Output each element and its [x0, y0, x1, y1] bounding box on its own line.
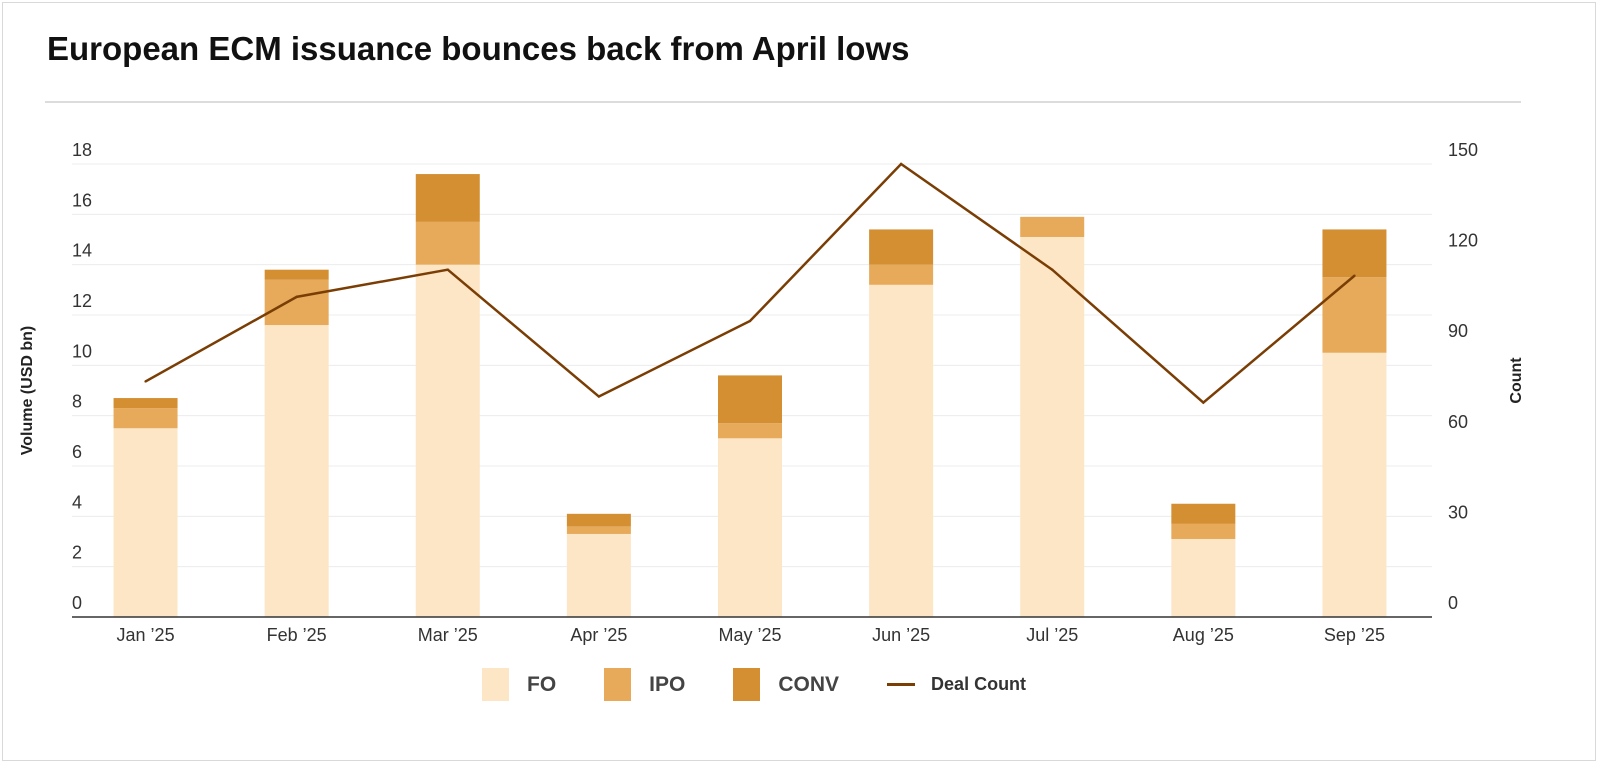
y-tick-label: 16	[72, 190, 92, 210]
title-divider	[45, 101, 1521, 103]
bar-fo	[566, 533, 631, 617]
x-tick-label: Aug ’25	[1173, 625, 1234, 645]
legend: FO IPO CONV Deal Count	[482, 668, 1076, 701]
legend-swatch	[887, 683, 916, 686]
bar-ipo	[718, 423, 782, 439]
bar-fo	[718, 438, 782, 617]
y-tick-label: 10	[72, 341, 92, 361]
legend-item-deal-count[interactable]: Deal Count	[887, 674, 1026, 695]
bar-fo	[869, 284, 934, 617]
bar-ipo	[869, 264, 934, 285]
y-tick-label: 6	[72, 442, 82, 462]
y-axis-label: Volume (USD bn)	[19, 326, 36, 455]
legend-item-ipo[interactable]: IPO	[604, 668, 685, 701]
chart-title: European ECM issuance bounces back from …	[47, 30, 910, 67]
legend-label: CONV	[778, 672, 840, 696]
legend-swatch	[604, 668, 632, 701]
bar-conv	[113, 398, 178, 409]
deal-count-point	[1051, 268, 1054, 271]
y-right-tick-label: 150	[1448, 140, 1478, 160]
legend-label: FO	[527, 672, 557, 696]
bar-conv	[869, 229, 934, 265]
bar-ipo	[415, 221, 480, 265]
bar-ipo	[1020, 216, 1085, 237]
deal-count-point	[597, 395, 601, 398]
bar-conv	[1322, 229, 1387, 278]
bar-fo	[113, 428, 178, 617]
x-tick-label: Apr ’25	[570, 625, 627, 645]
x-tick-label: May ’25	[718, 625, 781, 645]
bar-conv	[566, 513, 631, 527]
y-right-tick-label: 90	[1448, 321, 1468, 341]
bar-conv	[718, 375, 782, 424]
y-right-tick-label: 120	[1448, 231, 1478, 251]
y-tick-label: 4	[72, 492, 82, 512]
bar-fo	[1020, 236, 1085, 617]
y-right-axis-label: Count	[1508, 357, 1525, 404]
legend-label: IPO	[649, 672, 686, 696]
x-tick-label: Mar ’25	[418, 625, 478, 645]
deal-count-point	[1202, 401, 1205, 404]
y-tick-label: 0	[72, 593, 82, 613]
bar-fo	[1171, 538, 1236, 617]
bar-ipo	[566, 526, 631, 534]
legend-swatch	[482, 668, 509, 701]
deal-count-point	[899, 162, 903, 166]
bar-ipo	[113, 408, 178, 429]
x-tick-label: Jul ’25	[1026, 625, 1078, 645]
bar-fo	[1322, 352, 1387, 617]
deal-count-point	[1353, 274, 1356, 277]
y-tick-label: 18	[72, 140, 92, 160]
x-tick-label: Feb ’25	[267, 625, 327, 645]
bar-ipo	[1171, 523, 1236, 539]
bar-ipo	[1322, 277, 1387, 353]
y-right-tick-label: 30	[1448, 502, 1468, 522]
deal-count-point	[295, 295, 298, 299]
bar-conv	[1171, 503, 1236, 524]
y-tick-label: 8	[72, 392, 82, 412]
bar-fo	[415, 264, 480, 617]
x-tick-label: Jan ’25	[117, 625, 175, 645]
deal-count-point	[748, 319, 752, 323]
bar-ipo	[264, 279, 329, 326]
deal-count-point	[446, 268, 449, 271]
x-tick-label: Sep ’25	[1324, 625, 1385, 645]
deal-count-point	[144, 380, 147, 383]
legend-swatch	[733, 668, 761, 701]
y-tick-label: 2	[72, 543, 82, 563]
legend-item-conv[interactable]: CONV	[733, 668, 839, 701]
bar-conv	[415, 174, 480, 222]
y-tick-label: 14	[72, 241, 92, 261]
x-tick-label: Jun ’25	[872, 625, 930, 645]
bar-fo	[264, 325, 329, 617]
y-tick-label: 12	[72, 291, 92, 311]
legend-label: Deal Count	[931, 674, 1027, 694]
y-right-tick-label: 0	[1448, 593, 1458, 613]
y-right-tick-label: 60	[1448, 412, 1468, 432]
bar-conv	[264, 269, 329, 280]
legend-item-fo[interactable]: FO	[482, 668, 556, 701]
